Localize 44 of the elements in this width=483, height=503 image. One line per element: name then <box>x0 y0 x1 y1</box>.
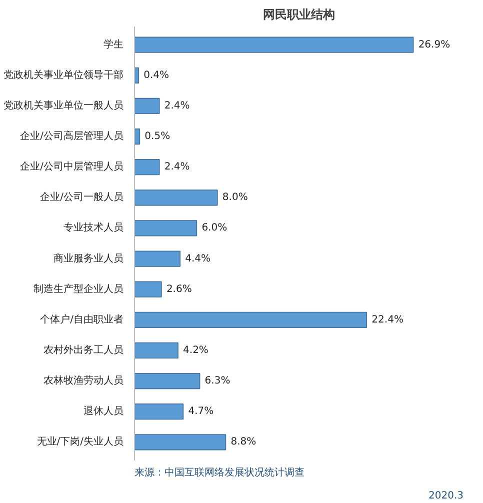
y-tick-label: 党政机关事业单位一般人员 <box>4 99 124 112</box>
y-tick-label: 商业服务业人员 <box>54 252 124 264</box>
bar <box>134 128 140 145</box>
bar <box>134 190 218 206</box>
source-note: 来源：中国互联网络发展状况统计调查 <box>134 466 304 478</box>
y-tick-label: 制造生产型企业人员 <box>34 282 124 295</box>
data-label: 2.6% <box>166 284 192 295</box>
bar <box>134 342 178 359</box>
bar <box>134 434 226 450</box>
y-tick-label: 退休人员 <box>84 405 124 418</box>
chart-title: 网民职业结构 <box>263 8 335 22</box>
bar <box>134 250 181 267</box>
y-tick-label: 学生 <box>104 38 124 50</box>
data-label: 2.4% <box>164 162 190 173</box>
y-tick-label: 农村外出务工人员 <box>44 344 124 356</box>
bar <box>134 312 368 328</box>
data-label: 4.7% <box>188 406 214 418</box>
bar <box>134 281 162 298</box>
data-label: 2.4% <box>164 100 190 112</box>
y-tick-label: 农林牧渔劳动人员 <box>44 374 124 387</box>
data-label: 8.8% <box>230 436 256 448</box>
y-tick-label: 党政机关事业单位领导干部 <box>4 68 124 81</box>
bar <box>134 98 160 114</box>
y-tick-label: 企业/公司一般人员 <box>40 191 124 204</box>
data-label: 0.5% <box>144 131 170 142</box>
data-label: 22.4% <box>372 314 404 326</box>
y-tick-label: 企业/公司高层管理人员 <box>20 130 124 142</box>
data-label: 6.3% <box>204 376 230 387</box>
data-label: 26.9% <box>418 39 450 50</box>
y-tick-label: 专业技术人员 <box>64 222 124 234</box>
y-tick-label: 无业/下岗/失业人员 <box>36 436 124 448</box>
text: 2020.3 <box>428 490 464 502</box>
bar <box>134 159 160 176</box>
data-label: 4.4% <box>185 253 211 264</box>
y-tick-label: 个体户/自由职业者 <box>40 313 124 326</box>
bar <box>134 404 184 420</box>
bar <box>134 36 414 53</box>
data-label: 8.0% <box>222 192 248 204</box>
bar <box>134 220 198 236</box>
bar <box>134 372 200 390</box>
data-label: 0.4% <box>144 70 170 81</box>
data-label: 6.0% <box>202 222 228 234</box>
y-tick-label: 企业/公司中层管理人员 <box>20 160 124 173</box>
data-label: 4.2% <box>183 344 208 356</box>
